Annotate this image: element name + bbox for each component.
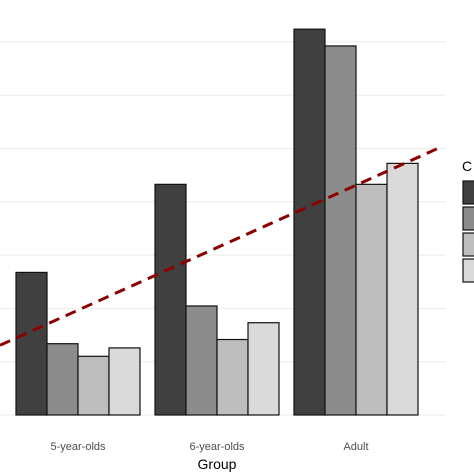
legend: C [462,158,474,283]
legend-swatch [462,206,474,231]
bar [154,183,187,416]
x-tick-label: Adult [343,441,368,453]
bars [15,28,419,416]
reference-line-layer [0,146,441,347]
legend-swatch [462,258,474,283]
bar [108,347,141,416]
bar [185,305,218,416]
bar [386,162,419,416]
bar [216,338,249,416]
bar [293,28,326,416]
x-tick-labels: 5-year-olds 6-year-olds Adult [50,441,368,453]
legend-swatch [462,180,474,205]
bar [77,355,110,416]
legend-swatch [462,232,474,257]
bar [247,322,280,416]
x-tick-label: 6-year-olds [189,441,245,453]
bar [355,183,388,416]
x-axis-title: Group [198,456,237,472]
x-tick-label: 5-year-olds [50,441,106,453]
reference-line [0,146,441,347]
legend-title: C [462,158,472,174]
bar [46,343,79,416]
bar [324,45,357,416]
bar [15,271,48,416]
